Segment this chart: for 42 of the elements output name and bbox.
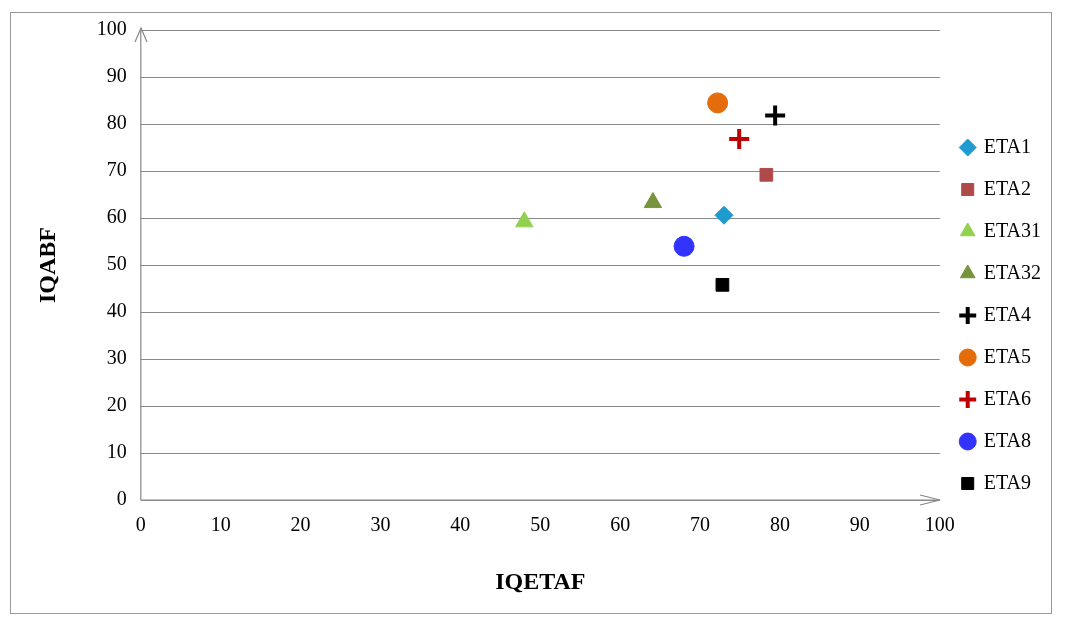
y-tick-label: 0 xyxy=(116,487,127,510)
point xyxy=(707,92,729,114)
legend-label: ETA4 xyxy=(983,302,1032,325)
legend-label: ETA5 xyxy=(983,344,1032,367)
point xyxy=(714,205,734,225)
y-axis-title: IQABF xyxy=(33,227,60,304)
point xyxy=(643,192,663,209)
y-tick-label: 30 xyxy=(106,346,127,369)
legend-label: ETA8 xyxy=(983,428,1032,451)
x-tick-label: 40 xyxy=(450,513,471,536)
point xyxy=(727,127,752,152)
y-tick-label: 90 xyxy=(106,64,127,87)
x-tick-label: 0 xyxy=(135,513,146,536)
legend-label: ETA32 xyxy=(983,260,1042,283)
x-tick-label: 50 xyxy=(530,513,551,536)
y-tick-label: 80 xyxy=(106,111,127,134)
x-tick-label: 70 xyxy=(690,513,711,536)
x-tick-label: 60 xyxy=(610,513,631,536)
y-tick-label: 20 xyxy=(106,393,127,416)
legend-label: ETA2 xyxy=(983,176,1032,199)
x-tick-label: 90 xyxy=(849,513,870,536)
y-tick-label: 70 xyxy=(106,158,127,181)
y-tick-label: 50 xyxy=(106,252,127,275)
y-tick-label: 100 xyxy=(96,17,127,40)
x-tick-label: 30 xyxy=(370,513,391,536)
point xyxy=(515,211,534,228)
legend-label: ETA6 xyxy=(983,386,1032,409)
point xyxy=(673,235,695,257)
point xyxy=(763,103,788,128)
point xyxy=(759,167,774,182)
x-tick-label: 100 xyxy=(924,513,955,536)
y-tick-label: 60 xyxy=(106,205,127,228)
x-axis-title: IQETAF xyxy=(495,567,586,594)
legend-label: ETA31 xyxy=(983,218,1042,241)
legend-label: ETA9 xyxy=(983,470,1032,493)
x-tick-label: 80 xyxy=(769,513,790,536)
legend-label: ETA1 xyxy=(983,134,1032,157)
x-tick-label: 10 xyxy=(210,513,231,536)
x-tick-label: 20 xyxy=(290,513,311,536)
point xyxy=(715,277,730,292)
y-tick-label: 40 xyxy=(106,299,127,322)
y-tick-label: 10 xyxy=(106,440,127,463)
